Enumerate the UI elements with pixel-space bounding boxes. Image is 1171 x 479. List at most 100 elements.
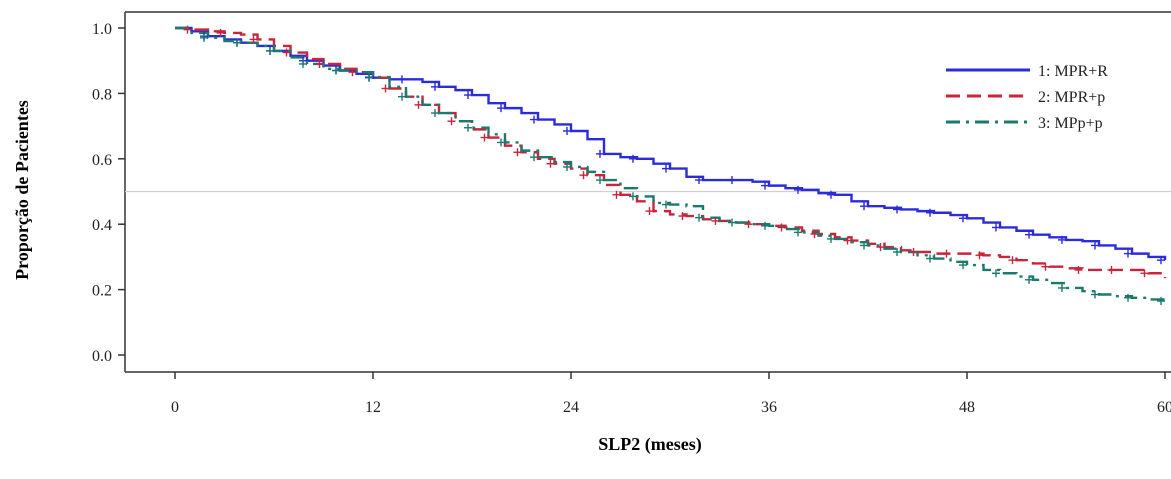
y-axis-title: Proporção de Pacientes — [12, 100, 32, 280]
x-tick-label: 60 — [1157, 399, 1171, 416]
censor-mark — [513, 148, 522, 157]
censor-mark — [711, 216, 720, 225]
censor-mark — [1091, 290, 1099, 299]
censor-mark — [1157, 256, 1165, 265]
censor-mark — [233, 38, 241, 47]
censor-mark — [332, 66, 340, 75]
censor-mark — [860, 202, 868, 211]
censor-mark — [645, 207, 654, 216]
censor-mark — [629, 154, 637, 163]
censor-mark — [612, 190, 621, 199]
censor-mark — [992, 223, 1000, 232]
censor-mark — [810, 230, 819, 239]
censor-mark — [1124, 249, 1132, 258]
x-tick-label: 36 — [761, 399, 777, 416]
censor-mark — [579, 171, 588, 180]
censor-mark — [348, 68, 357, 77]
plot-area: 0.0 0.2 0.4 0.6 0.8 1.0 0 12 24 36 48 60 — [92, 11, 1171, 416]
censor-mark — [1091, 241, 1099, 250]
x-axis-ticks: 0 12 24 36 48 60 — [171, 372, 1171, 416]
censor-mark — [299, 59, 307, 68]
censor-mark — [959, 261, 967, 270]
censor-mark — [728, 218, 736, 227]
y-tick-label: 0.4 — [92, 217, 112, 234]
censor-mark — [1025, 230, 1033, 239]
censor-mark — [843, 236, 852, 245]
censor-mark — [216, 28, 225, 37]
censor-mark — [794, 228, 802, 237]
censor-mark — [926, 208, 934, 217]
legend-label-1: 1: MPR+R — [1038, 63, 1108, 80]
y-tick-label: 0.2 — [92, 283, 112, 300]
legend-label-3: 3: MPp+p — [1038, 115, 1103, 132]
censor-mark — [662, 164, 670, 173]
legend-label-2: 2: MPR+p — [1038, 89, 1105, 106]
censor-mark — [860, 241, 868, 250]
censor-mark — [497, 138, 505, 147]
y-axis-ticks: 0.0 0.2 0.4 0.6 0.8 1.0 — [92, 21, 125, 365]
censor-mark — [464, 91, 472, 100]
censor-mark — [530, 115, 538, 124]
censor-mark — [695, 213, 703, 222]
censor-mark — [1025, 275, 1033, 284]
x-tick-label: 48 — [959, 399, 975, 416]
censor-mark — [546, 159, 555, 168]
censor-mark — [431, 82, 439, 91]
censor-mark — [1124, 293, 1132, 302]
censor-mark — [200, 33, 208, 42]
censor-marks-layer — [183, 25, 1165, 306]
censor-mark — [315, 59, 324, 68]
censor-mark — [777, 223, 786, 232]
censor-mark — [497, 104, 505, 113]
censor-mark — [827, 190, 835, 199]
censor-mark — [398, 75, 406, 84]
censor-mark — [480, 133, 489, 142]
censor-mark — [992, 269, 1000, 278]
censor-mark — [761, 181, 769, 190]
censor-mark — [975, 251, 984, 260]
y-tick-label: 0.8 — [92, 86, 112, 103]
censor-mark — [249, 35, 258, 44]
censor-mark — [695, 176, 703, 185]
x-tick-label: 12 — [365, 399, 381, 416]
censor-mark — [1058, 235, 1066, 244]
censor-mark — [662, 200, 670, 209]
censor-mark — [1008, 256, 1017, 265]
censor-mark — [381, 84, 390, 93]
censor-mark — [1058, 283, 1066, 292]
censor-mark — [282, 48, 291, 57]
censor-mark — [744, 220, 753, 229]
censor-mark — [447, 117, 456, 126]
x-tick-label: 0 — [171, 399, 179, 416]
censor-mark — [530, 153, 538, 162]
censor-mark — [794, 185, 802, 194]
censor-mark — [893, 205, 901, 214]
censor-mark — [596, 176, 604, 185]
censor-mark — [1107, 265, 1116, 274]
censor-mark — [464, 123, 472, 132]
censor-mark — [1157, 297, 1165, 306]
censor-mark — [431, 109, 439, 118]
censor-mark — [563, 127, 571, 136]
censor-mark — [1140, 269, 1149, 278]
censor-mark — [183, 25, 192, 34]
censor-mark — [365, 73, 373, 82]
y-tick-label: 0.0 — [92, 348, 112, 365]
censor-mark — [1041, 262, 1050, 271]
x-axis-title: SLP2 (meses) — [598, 434, 701, 455]
censor-mark — [266, 46, 274, 55]
y-tick-label: 1.0 — [92, 21, 112, 38]
censor-mark — [563, 162, 571, 171]
censor-mark — [942, 249, 951, 258]
censor-mark — [596, 149, 604, 158]
censor-mark — [414, 100, 423, 109]
censor-mark — [827, 234, 835, 243]
censor-mark — [893, 247, 901, 256]
censor-mark — [761, 221, 769, 230]
legend: 1: MPR+R 2: MPR+p 3: MPp+p — [946, 63, 1108, 132]
censor-mark — [926, 254, 934, 263]
censor-mark — [728, 176, 736, 185]
censor-mark — [959, 214, 967, 223]
y-tick-label: 0.6 — [92, 152, 112, 169]
